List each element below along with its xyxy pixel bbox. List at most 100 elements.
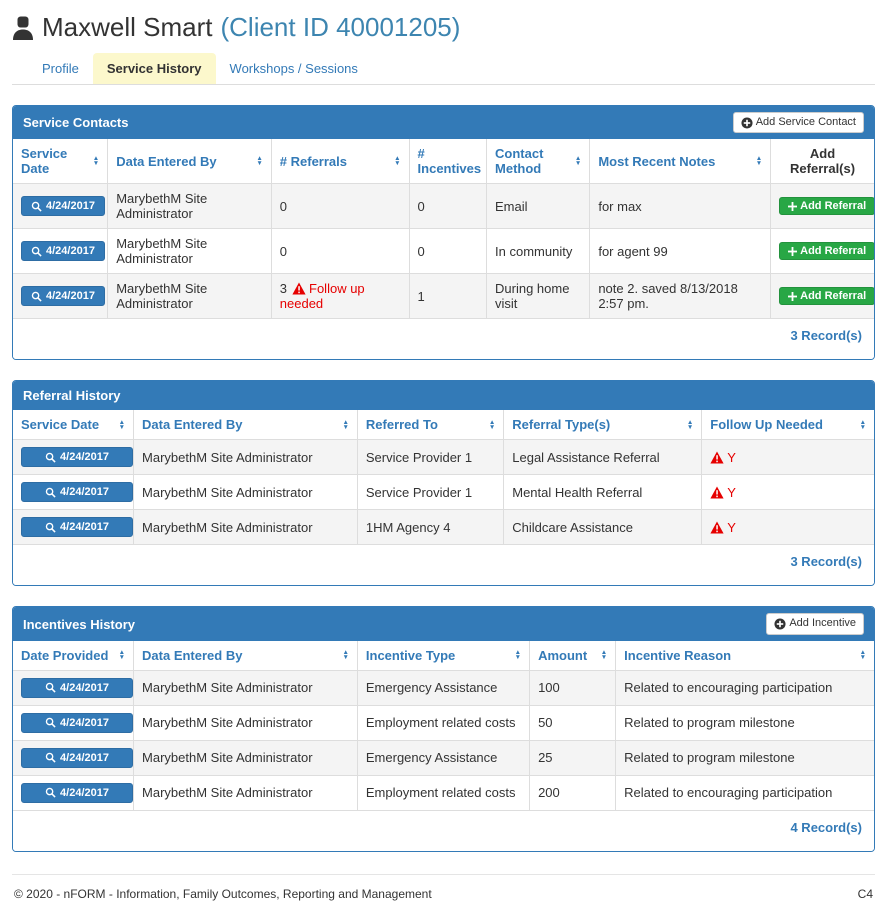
warning-icon xyxy=(292,282,306,295)
cell-text: 0 xyxy=(279,243,288,259)
column-header[interactable]: Incentive Reason ▲ ▼ xyxy=(615,640,874,671)
column-header[interactable]: Referred To ▲ ▼ xyxy=(356,409,505,441)
button-label: Add Referral xyxy=(800,245,867,258)
column-label: Data Entered By xyxy=(142,417,243,433)
view-record-button[interactable]: 4/24/2017 xyxy=(21,196,105,217)
view-record-button[interactable]: 4/24/2017 xyxy=(21,447,133,468)
column-header[interactable]: Referral Type(s) ▲ ▼ xyxy=(503,409,703,441)
record-date: 4/24/2017 xyxy=(60,521,109,534)
panel-title: Incentives History xyxy=(23,616,135,632)
tab-service-history[interactable]: Service History xyxy=(92,53,216,84)
column-header[interactable]: # Incentives▲▼ xyxy=(408,138,488,185)
sort-icon: ▲▼ xyxy=(342,418,349,431)
search-icon xyxy=(31,201,42,212)
add-incentive-button[interactable]: Add Incentive xyxy=(766,613,864,635)
table-cell: note 2. saved 8/13/2018 2:57 pm. xyxy=(589,273,772,319)
column-header[interactable]: Data Entered By ▲ ▼ xyxy=(133,640,358,671)
table-row: 4/24/2017 MarybethM Site Administrator Emp… xyxy=(13,704,874,741)
column-header[interactable]: Date Provided ▲ ▼ xyxy=(13,640,135,671)
table-cell: MarybethM Site Administrator xyxy=(133,704,358,741)
warning-icon xyxy=(710,451,724,464)
record-date: 4/24/2017 xyxy=(46,290,95,303)
add-service-contact-button[interactable]: Add Service Contact xyxy=(732,112,864,134)
column-header[interactable]: Contact Method ▲ ▼ xyxy=(486,138,591,185)
table-cell: Related to encouraging participation xyxy=(615,774,874,811)
column-header[interactable]: # Referrals ▲ ▼ xyxy=(270,138,410,185)
plus-icon xyxy=(788,246,798,256)
table-cell: 0 xyxy=(270,183,410,230)
record-date: 4/24/2017 xyxy=(46,200,95,213)
table-row: 4/24/2017 MarybethM Site Administrator 1HM… xyxy=(13,509,874,545)
table-cell: 4/24/2017 xyxy=(13,183,109,230)
warning-icon xyxy=(710,451,724,464)
column-header[interactable]: Most Recent Notes ▲ ▼ xyxy=(589,138,772,185)
column-header[interactable]: Data Entered By ▲ ▼ xyxy=(107,138,272,185)
column-label: Referred To xyxy=(365,417,438,433)
add-referral-button[interactable]: Add Referral xyxy=(779,242,873,261)
column-label: # Referrals xyxy=(279,153,347,169)
sort-icon: ▲▼ xyxy=(514,649,522,662)
add-referral-button[interactable]: Add Referral xyxy=(779,287,873,306)
view-record-button[interactable]: 4/24/2017 xyxy=(21,677,133,698)
column-header[interactable]: Service Date ▲ ▼ xyxy=(13,409,135,441)
record-date: 4/24/2017 xyxy=(60,451,109,464)
view-record-button[interactable]: 4/24/2017 xyxy=(21,712,133,733)
column-label: Data Entered By xyxy=(116,153,217,169)
warning-text: Y xyxy=(727,449,736,465)
record-count: 3 Record(s) xyxy=(13,544,874,586)
search-icon xyxy=(45,522,56,533)
table-cell: During home visit xyxy=(486,273,591,319)
table-cell: Childcare Assistance xyxy=(503,509,703,545)
search-icon xyxy=(45,753,56,763)
column-label: Referral Type(s) xyxy=(512,417,611,433)
view-record-button[interactable]: 4/24/2017 xyxy=(21,747,133,768)
table-cell: Y xyxy=(701,474,874,511)
column-label: Contact Method xyxy=(495,146,544,177)
table-cell: Mental Health Referral xyxy=(503,474,703,511)
column-label: Service Date xyxy=(21,417,100,433)
view-record-button[interactable]: 4/24/2017 xyxy=(21,482,133,503)
column-header[interactable]: Incentive Type ▲ ▼ xyxy=(356,640,531,671)
table-cell: 4/24/2017 xyxy=(13,739,135,776)
column-header[interactable]: Data Entered By ▲ ▼ xyxy=(133,409,358,441)
view-record-button[interactable]: 4/24/2017 xyxy=(21,517,133,538)
view-record-button[interactable]: 4/24/2017 xyxy=(21,241,105,262)
column-header[interactable]: Service Date ▲ ▼ xyxy=(13,138,109,185)
add-referral-button[interactable]: Add Referral xyxy=(779,197,873,216)
sort-icon: ▲▼ xyxy=(256,155,263,168)
warning-icon xyxy=(710,486,724,499)
column-header[interactable]: Follow Up Needed ▲ ▼ xyxy=(701,409,874,441)
search-icon xyxy=(31,246,42,257)
button-label: Add Referral xyxy=(800,200,867,213)
table-cell: Y xyxy=(701,509,874,545)
column-label: Most Recent Notes xyxy=(598,153,716,169)
column-header[interactable]: Amount ▲ ▼ xyxy=(529,640,617,671)
client-id: (Client ID 40001205) xyxy=(220,12,461,42)
table-cell: 0 xyxy=(270,228,410,275)
sort-icon: ▲▼ xyxy=(859,649,866,662)
table-cell: for agent 99 xyxy=(589,228,772,275)
record-count: 3 Record(s) xyxy=(13,318,874,360)
sort-icon: ▲▼ xyxy=(394,155,401,168)
tab-workshops-sessions[interactable]: Workshops / Sessions xyxy=(229,61,358,76)
table-cell: Emergency Assistance xyxy=(356,739,531,776)
table-cell: Service Provider 1 xyxy=(356,439,505,476)
record-date: 4/24/2017 xyxy=(60,486,109,499)
column-label: Incentive Type xyxy=(365,647,456,663)
tab-profile[interactable]: Profile xyxy=(42,61,79,76)
view-record-button[interactable]: 4/24/2017 xyxy=(21,286,105,307)
copyright-text: © 2020 - nFORM - Information, Family Out… xyxy=(14,886,432,901)
plus-circle-icon xyxy=(741,117,753,129)
sort-icon: ▲▼ xyxy=(118,418,126,431)
table-cell: MarybethM Site Administrator xyxy=(107,273,272,319)
referral-history-table: Service Date ▲ ▼ Data Entered By ▲ ▼ Referred … xyxy=(13,409,874,545)
view-record-button[interactable]: 4/24/2017 xyxy=(21,782,133,803)
sort-icon: ▲▼ xyxy=(686,418,694,431)
record-date: 4/24/2017 xyxy=(60,786,109,799)
table-cell: 25 xyxy=(529,739,617,776)
referral-history-panel: Referral History Service Date ▲ ▼ Data Ente… xyxy=(12,380,875,587)
referral-history-heading: Referral History xyxy=(13,381,874,411)
table-cell: MarybethM Site Administrator xyxy=(133,474,358,511)
table-row: 4/24/2017 MarybethM Site Administrator 0 0 I… xyxy=(13,228,874,275)
table-cell: 4/24/2017 xyxy=(13,474,135,511)
